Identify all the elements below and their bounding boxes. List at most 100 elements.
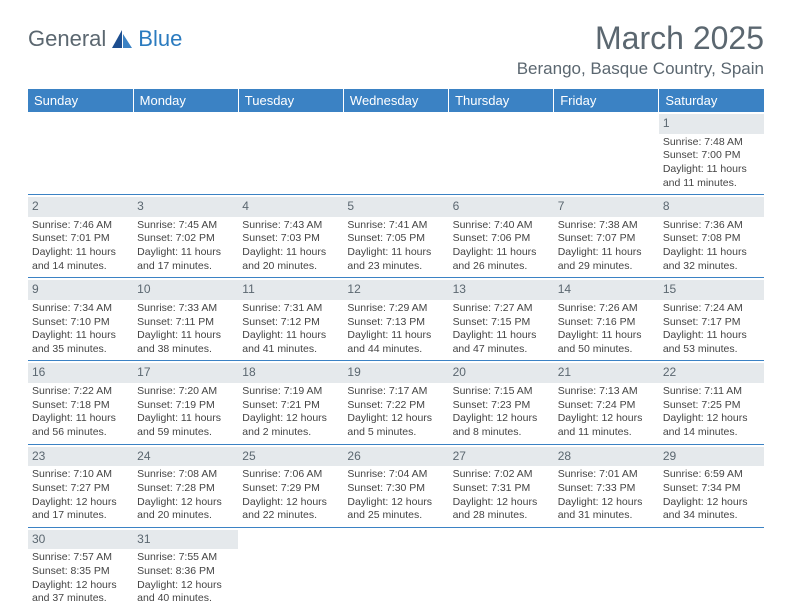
sunrise-text: Sunrise: 7:10 AM	[32, 468, 129, 482]
cell-text: Sunrise: 7:36 AMSunset: 7:08 PMDaylight:…	[663, 219, 760, 274]
daylight-text: Daylight: 12 hours and 22 minutes.	[242, 496, 339, 523]
sunrise-text: Sunrise: 7:02 AM	[453, 468, 550, 482]
daylight-text: Daylight: 11 hours and 29 minutes.	[558, 246, 655, 273]
day-number: 25	[238, 447, 343, 467]
daylight-text: Daylight: 12 hours and 5 minutes.	[347, 412, 444, 439]
weekday-header-row: Sunday Monday Tuesday Wednesday Thursday…	[28, 89, 764, 112]
title-block: March 2025 Berango, Basque Country, Spai…	[517, 20, 764, 79]
location-text: Berango, Basque Country, Spain	[517, 59, 764, 79]
calendar-cell: 22Sunrise: 7:11 AMSunset: 7:25 PMDayligh…	[659, 361, 764, 444]
calendar-cell: 14Sunrise: 7:26 AMSunset: 7:16 PMDayligh…	[554, 278, 659, 361]
sunset-text: Sunset: 7:11 PM	[137, 316, 234, 330]
day-number: 8	[659, 197, 764, 217]
daylight-text: Daylight: 11 hours and 56 minutes.	[32, 412, 129, 439]
calendar-cell: 3Sunrise: 7:45 AMSunset: 7:02 PMDaylight…	[133, 195, 238, 278]
sunset-text: Sunset: 7:01 PM	[32, 232, 129, 246]
day-number: 28	[554, 447, 659, 467]
sunset-text: Sunset: 8:36 PM	[137, 565, 234, 579]
calendar-cell	[343, 527, 448, 610]
calendar-row: 2Sunrise: 7:46 AMSunset: 7:01 PMDaylight…	[28, 195, 764, 278]
calendar-cell: 12Sunrise: 7:29 AMSunset: 7:13 PMDayligh…	[343, 278, 448, 361]
calendar-cell: 30Sunrise: 7:57 AMSunset: 8:35 PMDayligh…	[28, 527, 133, 610]
day-number: 13	[449, 280, 554, 300]
cell-text: Sunrise: 7:20 AMSunset: 7:19 PMDaylight:…	[137, 385, 234, 440]
day-number	[449, 530, 554, 534]
sunrise-text: Sunrise: 7:27 AM	[453, 302, 550, 316]
sunrise-text: Sunrise: 7:46 AM	[32, 219, 129, 233]
sunset-text: Sunset: 7:31 PM	[453, 482, 550, 496]
calendar-cell	[28, 112, 133, 195]
daylight-text: Daylight: 11 hours and 59 minutes.	[137, 412, 234, 439]
calendar-cell: 1Sunrise: 7:48 AMSunset: 7:00 PMDaylight…	[659, 112, 764, 195]
day-number: 3	[133, 197, 238, 217]
weekday-header: Monday	[133, 89, 238, 112]
sunrise-text: Sunrise: 6:59 AM	[663, 468, 760, 482]
sunset-text: Sunset: 7:15 PM	[453, 316, 550, 330]
calendar-cell	[133, 112, 238, 195]
daylight-text: Daylight: 12 hours and 14 minutes.	[663, 412, 760, 439]
cell-text: Sunrise: 7:29 AMSunset: 7:13 PMDaylight:…	[347, 302, 444, 357]
calendar-cell: 24Sunrise: 7:08 AMSunset: 7:28 PMDayligh…	[133, 444, 238, 527]
day-number: 7	[554, 197, 659, 217]
sunset-text: Sunset: 7:24 PM	[558, 399, 655, 413]
sunset-text: Sunset: 7:10 PM	[32, 316, 129, 330]
sunset-text: Sunset: 7:07 PM	[558, 232, 655, 246]
sunrise-text: Sunrise: 7:41 AM	[347, 219, 444, 233]
logo-text-1: General	[28, 26, 106, 52]
day-number	[343, 530, 448, 534]
cell-text: Sunrise: 7:26 AMSunset: 7:16 PMDaylight:…	[558, 302, 655, 357]
sunrise-text: Sunrise: 7:43 AM	[242, 219, 339, 233]
cell-text: Sunrise: 7:48 AMSunset: 7:00 PMDaylight:…	[663, 136, 760, 191]
calendar-cell	[449, 527, 554, 610]
calendar-cell: 29Sunrise: 6:59 AMSunset: 7:34 PMDayligh…	[659, 444, 764, 527]
calendar-cell	[238, 112, 343, 195]
calendar-cell	[449, 112, 554, 195]
cell-text: Sunrise: 7:08 AMSunset: 7:28 PMDaylight:…	[137, 468, 234, 523]
calendar-table: Sunday Monday Tuesday Wednesday Thursday…	[28, 89, 764, 610]
weekday-header: Saturday	[659, 89, 764, 112]
sunrise-text: Sunrise: 7:38 AM	[558, 219, 655, 233]
cell-text: Sunrise: 7:27 AMSunset: 7:15 PMDaylight:…	[453, 302, 550, 357]
daylight-text: Daylight: 12 hours and 31 minutes.	[558, 496, 655, 523]
cell-text: Sunrise: 7:19 AMSunset: 7:21 PMDaylight:…	[242, 385, 339, 440]
cell-text: Sunrise: 7:11 AMSunset: 7:25 PMDaylight:…	[663, 385, 760, 440]
day-number: 1	[659, 114, 764, 134]
day-number: 5	[343, 197, 448, 217]
cell-text: Sunrise: 7:04 AMSunset: 7:30 PMDaylight:…	[347, 468, 444, 523]
calendar-cell: 5Sunrise: 7:41 AMSunset: 7:05 PMDaylight…	[343, 195, 448, 278]
sunset-text: Sunset: 7:25 PM	[663, 399, 760, 413]
sunrise-text: Sunrise: 7:06 AM	[242, 468, 339, 482]
day-number	[554, 114, 659, 118]
sunrise-text: Sunrise: 7:48 AM	[663, 136, 760, 150]
calendar-cell: 6Sunrise: 7:40 AMSunset: 7:06 PMDaylight…	[449, 195, 554, 278]
daylight-text: Daylight: 11 hours and 23 minutes.	[347, 246, 444, 273]
day-number: 26	[343, 447, 448, 467]
cell-text: Sunrise: 7:31 AMSunset: 7:12 PMDaylight:…	[242, 302, 339, 357]
cell-text: Sunrise: 7:33 AMSunset: 7:11 PMDaylight:…	[137, 302, 234, 357]
sunrise-text: Sunrise: 7:04 AM	[347, 468, 444, 482]
cell-text: Sunrise: 7:46 AMSunset: 7:01 PMDaylight:…	[32, 219, 129, 274]
day-number: 17	[133, 363, 238, 383]
day-number: 4	[238, 197, 343, 217]
sunset-text: Sunset: 7:06 PM	[453, 232, 550, 246]
calendar-cell: 17Sunrise: 7:20 AMSunset: 7:19 PMDayligh…	[133, 361, 238, 444]
sunset-text: Sunset: 7:13 PM	[347, 316, 444, 330]
day-number: 29	[659, 447, 764, 467]
sunset-text: Sunset: 7:08 PM	[663, 232, 760, 246]
logo-text-2: Blue	[138, 26, 182, 52]
day-number	[238, 114, 343, 118]
cell-text: Sunrise: 7:38 AMSunset: 7:07 PMDaylight:…	[558, 219, 655, 274]
cell-text: Sunrise: 7:41 AMSunset: 7:05 PMDaylight:…	[347, 219, 444, 274]
day-number	[659, 530, 764, 534]
sunrise-text: Sunrise: 7:40 AM	[453, 219, 550, 233]
cell-text: Sunrise: 7:55 AMSunset: 8:36 PMDaylight:…	[137, 551, 234, 606]
sunrise-text: Sunrise: 7:33 AM	[137, 302, 234, 316]
cell-text: Sunrise: 7:34 AMSunset: 7:10 PMDaylight:…	[32, 302, 129, 357]
daylight-text: Daylight: 11 hours and 41 minutes.	[242, 329, 339, 356]
cell-text: Sunrise: 7:15 AMSunset: 7:23 PMDaylight:…	[453, 385, 550, 440]
weekday-header: Tuesday	[238, 89, 343, 112]
calendar-cell: 10Sunrise: 7:33 AMSunset: 7:11 PMDayligh…	[133, 278, 238, 361]
sunrise-text: Sunrise: 7:22 AM	[32, 385, 129, 399]
daylight-text: Daylight: 12 hours and 37 minutes.	[32, 579, 129, 606]
calendar-cell: 31Sunrise: 7:55 AMSunset: 8:36 PMDayligh…	[133, 527, 238, 610]
